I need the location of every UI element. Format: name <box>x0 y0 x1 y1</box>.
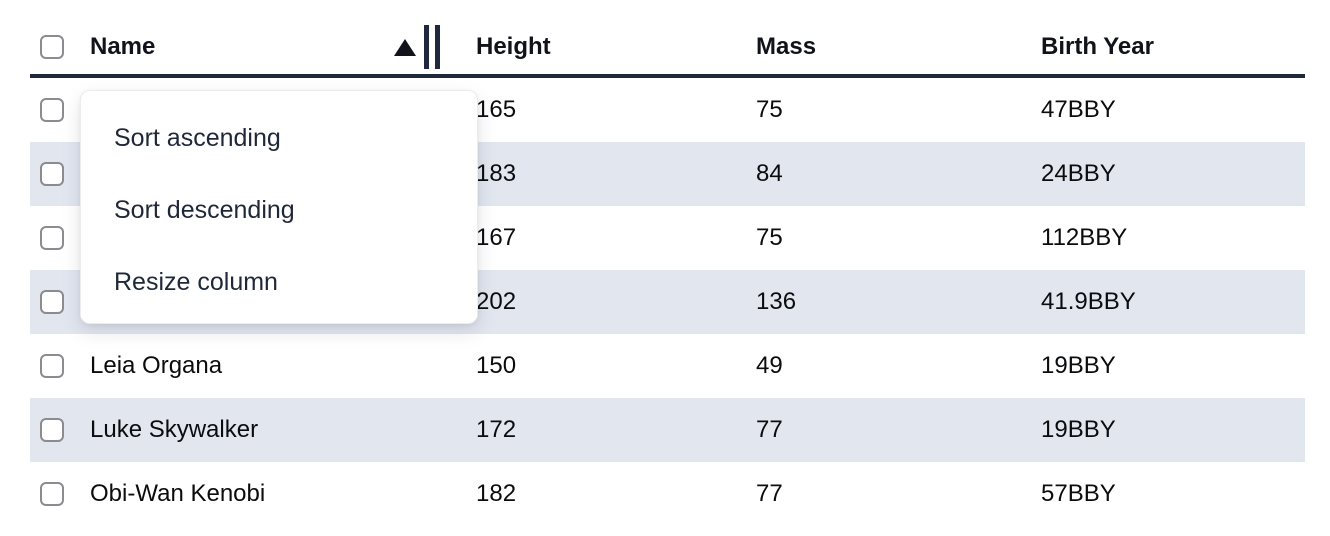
cell-mass: 49 <box>756 352 783 379</box>
cell-mass: 75 <box>756 96 783 123</box>
cell-name: Luke Skywalker <box>90 416 259 443</box>
cell-birth-year: 24BBY <box>1041 160 1116 187</box>
table-row[interactable]: Leia Organa 150 49 19BBY <box>30 334 1305 398</box>
cell-birth-year: 47BBY <box>1041 96 1116 123</box>
cell-height: 150 <box>476 352 517 379</box>
column-options-menu: Sort ascending Sort descending Resize co… <box>80 90 478 324</box>
cell-mass: 136 <box>756 288 797 315</box>
column-header-name[interactable]: Name <box>90 33 156 60</box>
cell-mass: 77 <box>756 480 783 507</box>
table-row[interactable]: Obi-Wan Kenobi 182 77 57BBY <box>30 462 1305 510</box>
cell-height: 183 <box>476 160 517 187</box>
cell-name: Leia Organa <box>90 352 223 379</box>
header-checkbox-cell <box>30 35 90 59</box>
resize-bar-icon <box>424 25 429 69</box>
table-row[interactable]: Luke Skywalker 172 77 19BBY <box>30 398 1305 462</box>
cell-birth-year: 41.9BBY <box>1041 288 1136 315</box>
row-checkbox[interactable] <box>40 354 64 378</box>
cell-birth-year: 19BBY <box>1041 352 1116 379</box>
cell-height: 165 <box>476 96 517 123</box>
cell-birth-year: 19BBY <box>1041 416 1116 443</box>
table-row[interactable]: 165 75 47BBY <box>30 78 1305 142</box>
menu-item-sort-ascending[interactable]: Sort ascending <box>81 102 477 174</box>
cell-mass: 84 <box>756 160 783 187</box>
data-table-page: Name Height Mass Birth Year 165 75 47BBY… <box>30 20 1305 510</box>
sort-ascending-icon <box>394 38 416 56</box>
menu-item-sort-descending[interactable]: Sort descending <box>81 174 477 246</box>
cell-mass: 75 <box>756 224 783 251</box>
row-checkbox[interactable] <box>40 162 64 186</box>
cell-height: 167 <box>476 224 517 251</box>
cell-name: Obi-Wan Kenobi <box>90 480 266 507</box>
row-checkbox[interactable] <box>40 226 64 250</box>
cell-mass: 77 <box>756 416 783 443</box>
row-checkbox[interactable] <box>40 482 64 506</box>
row-checkbox[interactable] <box>40 418 64 442</box>
column-header-mass[interactable]: Mass <box>756 33 817 60</box>
cell-height: 202 <box>476 288 517 315</box>
characters-table: Name Height Mass Birth Year 165 75 47BBY… <box>30 20 1305 510</box>
row-checkbox[interactable] <box>40 98 64 122</box>
column-header-height[interactable]: Height <box>476 33 551 60</box>
table-row[interactable]: 167 75 112BBY <box>30 206 1305 270</box>
select-all-checkbox[interactable] <box>40 35 64 59</box>
cell-birth-year: 112BBY <box>1041 224 1128 251</box>
header-name-cell[interactable]: Name <box>90 25 476 69</box>
column-header-birth-year[interactable]: Birth Year <box>1041 33 1154 60</box>
table-header-row: Name Height Mass Birth Year <box>30 20 1305 78</box>
menu-item-resize-column[interactable]: Resize column <box>81 246 477 318</box>
cell-height: 172 <box>476 416 517 443</box>
cell-height: 182 <box>476 480 517 507</box>
row-checkbox[interactable] <box>40 290 64 314</box>
resize-bar-icon <box>435 25 440 69</box>
cell-birth-year: 57BBY <box>1041 480 1116 507</box>
column-resize-handle[interactable] <box>424 25 440 69</box>
